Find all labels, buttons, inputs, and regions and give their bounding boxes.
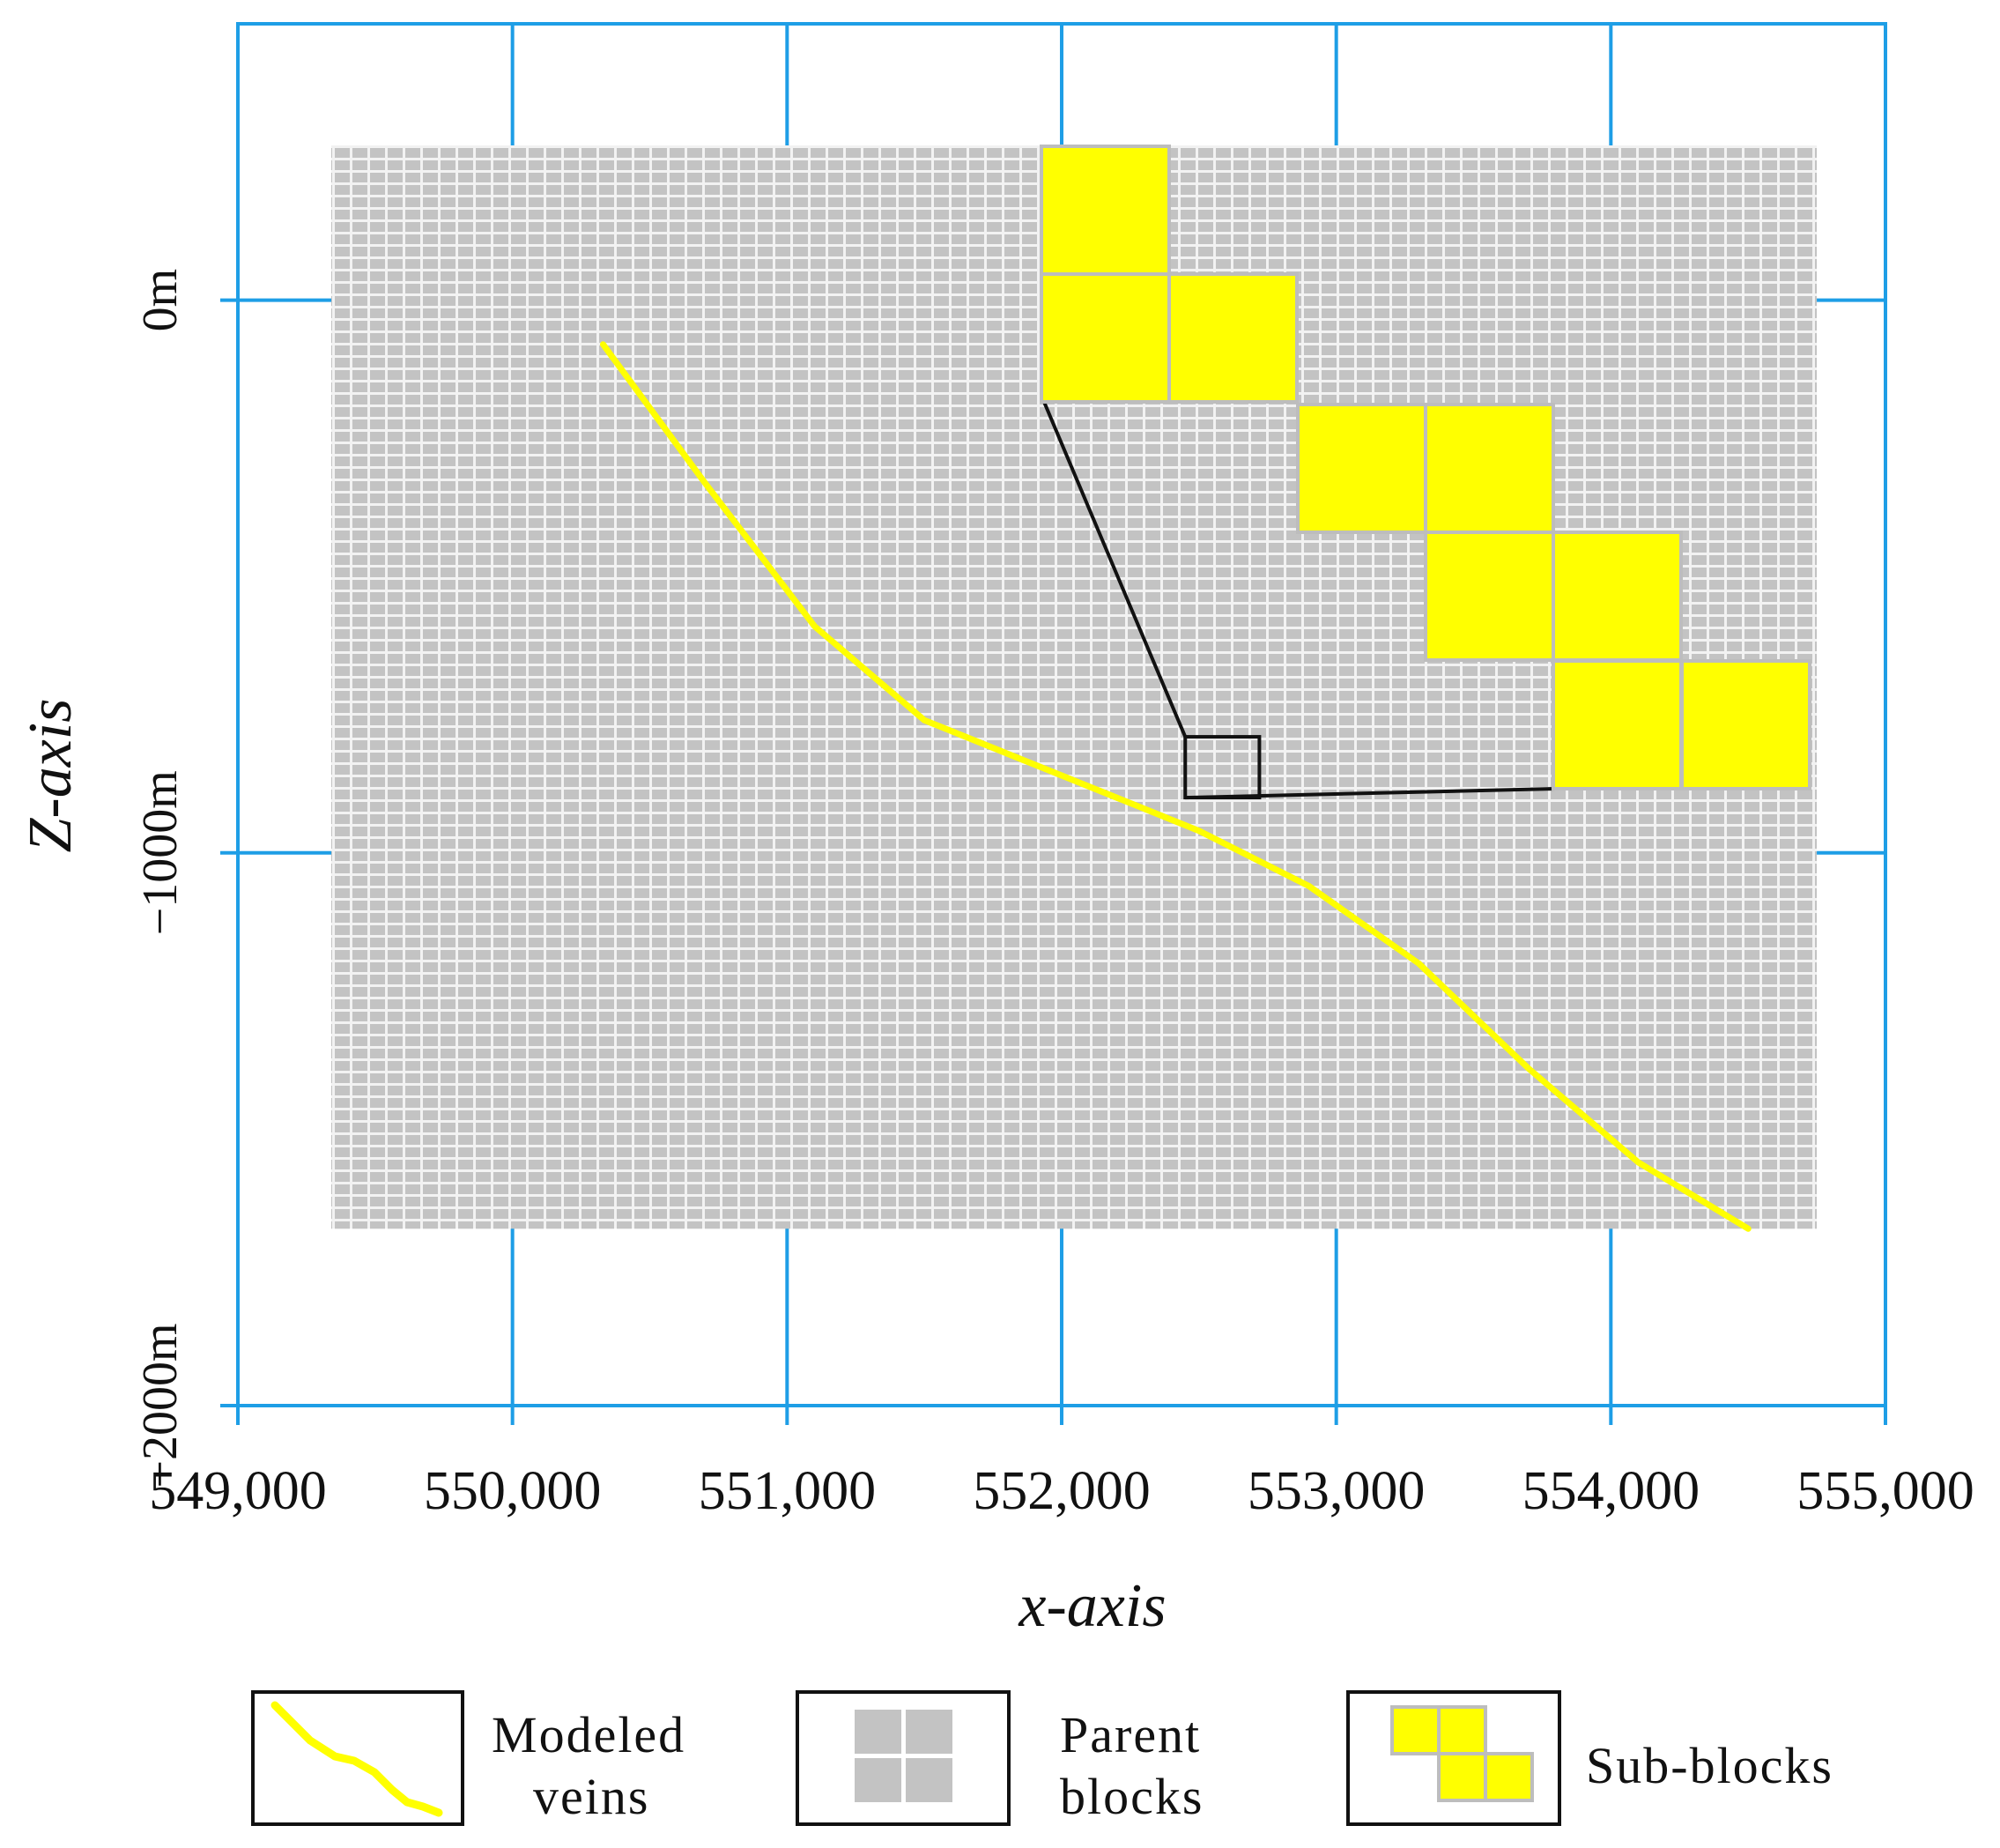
legend-item-veins: Modeled veins — [251, 1690, 685, 1826]
sub-block — [1552, 659, 1683, 790]
zoom-leader-line — [1185, 787, 1556, 800]
sub-block — [1296, 403, 1427, 534]
x-axis-title: x-axis — [1018, 1572, 1166, 1640]
sub-blocks-inset — [1040, 145, 1811, 790]
legend-label-parent-line2: blocks — [1060, 1768, 1204, 1825]
legend-item-parent-blocks: Parent blocks — [796, 1690, 1204, 1826]
x-tick-label: 553,000 — [1248, 1461, 1426, 1521]
z-tick-label: −2000m — [133, 1323, 188, 1488]
legend-sub-block — [1437, 1705, 1487, 1755]
legend: Modeled veins Parent blocks Sub-blocks — [251, 1690, 1833, 1826]
sub-block — [1424, 403, 1555, 534]
legend-sub-block — [1437, 1752, 1487, 1802]
x-tick-label: 551,000 — [699, 1461, 877, 1521]
legend-item-sub-blocks: Sub-blocks — [1346, 1690, 1833, 1826]
legend-parent-block — [855, 1758, 901, 1802]
legend-swatch-box — [796, 1690, 1011, 1826]
sub-block — [1680, 659, 1811, 790]
legend-label-parent-line1: Parent — [1060, 1706, 1201, 1763]
x-tick-label: 550,000 — [424, 1461, 602, 1521]
legend-sub-block — [1484, 1752, 1534, 1802]
legend-parent-block — [906, 1710, 952, 1754]
legend-label-veins-line2: veins — [533, 1768, 649, 1825]
legend-parent-block — [855, 1710, 901, 1754]
x-tick-label: 555,000 — [1796, 1461, 1974, 1521]
x-tick-label: 549,000 — [149, 1461, 327, 1521]
legend-label-veins-line1: Modeled — [492, 1706, 685, 1763]
modeled-vein-layer — [600, 341, 1752, 1232]
x-tick-label: 552,000 — [973, 1461, 1151, 1521]
zoom-leader-line — [1042, 401, 1188, 738]
legend-parent-block — [906, 1758, 952, 1802]
sub-block — [1552, 531, 1683, 662]
legend-sub-block — [1390, 1705, 1441, 1755]
sub-block — [1167, 272, 1299, 404]
modeled-vein-line — [600, 341, 1752, 1232]
sub-block — [1040, 145, 1171, 276]
zoom-callout — [1042, 401, 1556, 800]
axis-tick-labels: 549,000 550,000 551,000 552,000 553,000 554,0… — [133, 269, 1974, 1521]
z-tick-label: −1000m — [133, 770, 188, 935]
legend-label-sub-blocks: Sub-blocks — [1586, 1737, 1833, 1794]
x-tick-label: 554,000 — [1522, 1461, 1700, 1521]
legend-vein-swatch — [270, 1701, 443, 1817]
sub-block — [1424, 531, 1555, 662]
z-axis-title: Z-axis — [17, 699, 85, 853]
sub-block — [1040, 272, 1171, 404]
z-tick-label: 0m — [133, 269, 188, 332]
